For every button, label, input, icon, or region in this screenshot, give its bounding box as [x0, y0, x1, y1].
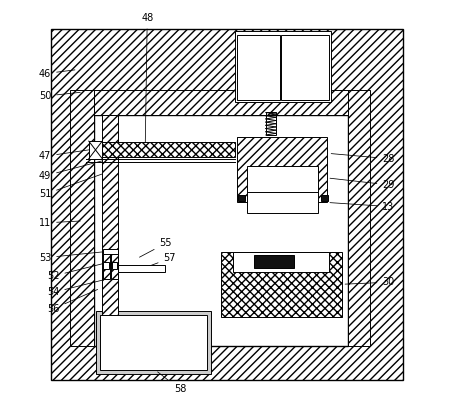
Text: 54: 54	[47, 279, 108, 297]
Bar	[94, 90, 348, 115]
Bar	[51, 29, 403, 380]
Bar	[102, 115, 118, 346]
Bar	[103, 252, 110, 279]
Text: 51: 51	[39, 173, 106, 199]
Text: 49: 49	[39, 161, 102, 181]
Bar	[102, 142, 235, 157]
Text: 48: 48	[141, 13, 153, 146]
Bar	[89, 141, 102, 159]
Bar	[221, 252, 341, 317]
Text: 58: 58	[158, 372, 186, 394]
Bar	[69, 90, 94, 346]
Text: 28: 28	[331, 154, 395, 164]
Bar	[94, 115, 348, 346]
Bar	[103, 249, 118, 254]
Bar	[235, 31, 331, 102]
Bar	[112, 262, 118, 269]
Bar	[233, 252, 329, 272]
Text: 56: 56	[47, 290, 98, 314]
Bar	[266, 112, 276, 135]
Bar	[281, 35, 329, 100]
Bar	[237, 137, 327, 202]
Text: 55: 55	[139, 238, 172, 257]
Text: 47: 47	[39, 150, 90, 161]
Text: 52: 52	[47, 263, 108, 281]
Bar	[348, 90, 370, 346]
Text: 46: 46	[39, 69, 75, 79]
Bar	[247, 166, 318, 192]
Bar	[247, 191, 318, 213]
Text: 29: 29	[330, 178, 395, 190]
Text: 13: 13	[330, 202, 395, 211]
Text: 30: 30	[345, 277, 395, 287]
Text: 53: 53	[39, 252, 104, 263]
Bar	[111, 252, 118, 279]
Text: 11: 11	[39, 218, 80, 228]
Bar	[254, 255, 295, 268]
Bar	[238, 195, 245, 201]
Text: 57: 57	[146, 254, 176, 267]
Bar	[118, 265, 165, 272]
Bar	[100, 315, 207, 370]
Bar	[104, 262, 109, 269]
Bar	[321, 195, 328, 201]
Bar	[237, 35, 280, 100]
Bar	[96, 311, 211, 374]
Text: 50: 50	[39, 91, 80, 101]
